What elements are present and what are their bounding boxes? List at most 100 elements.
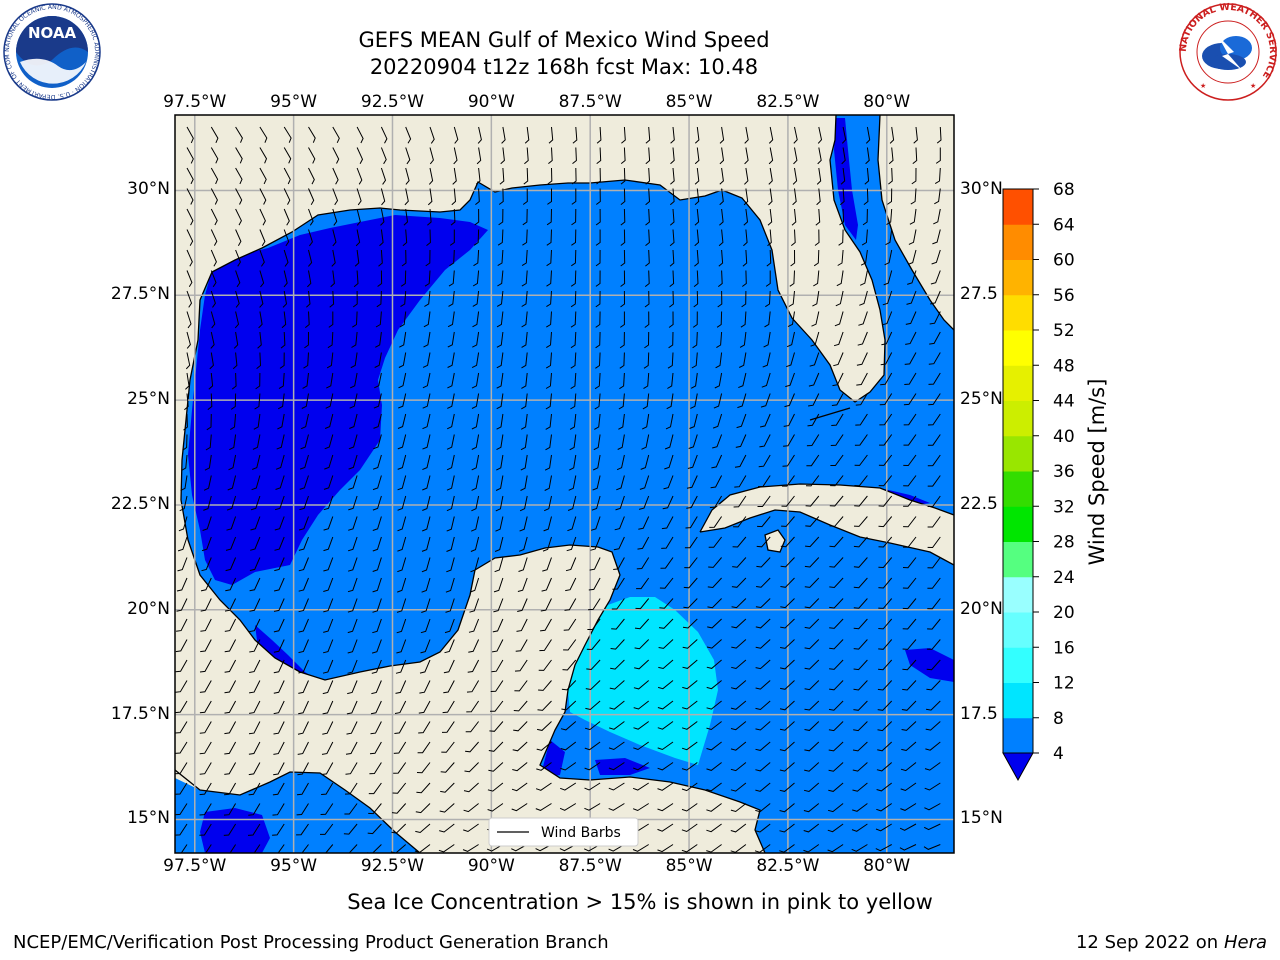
wind-barb: [804, 577, 820, 588]
wind-barb: [813, 270, 820, 287]
wind-barb: [537, 721, 552, 731]
wind-barb: [851, 844, 868, 852]
wind-barb: [332, 147, 340, 164]
wind-barb: [175, 639, 188, 653]
wind-barb: [755, 639, 771, 649]
lat-tick-label-right: 30°N: [960, 179, 1003, 200]
wind-barb: [660, 557, 674, 569]
colorbar-tick-label: 60: [1053, 251, 1075, 271]
wind-barb: [322, 659, 334, 674]
colorbar-tick-label: 36: [1053, 462, 1075, 482]
wind-barb: [547, 167, 553, 185]
wind-barb: [185, 372, 190, 390]
wind-barb: [888, 167, 893, 185]
wind-barb: [374, 372, 382, 389]
wind-barb: [175, 700, 188, 714]
wind-barb: [620, 249, 626, 267]
wind-barb: [545, 413, 552, 430]
wind-barb: [546, 229, 552, 246]
wind-barb: [563, 618, 577, 631]
wind-barb: [730, 823, 747, 833]
colorbar-box: [1003, 576, 1033, 613]
wind-barb: [709, 516, 723, 528]
wind-barb: [476, 147, 482, 165]
wind-barb: [755, 618, 771, 629]
wind-barb: [205, 434, 212, 451]
wind-barb: [923, 844, 941, 850]
wind-barb: [233, 331, 239, 349]
footer-date: 12 Sep 2022 on Hera: [1076, 932, 1267, 953]
wind-barb: [664, 454, 674, 470]
wind-barb: [791, 208, 797, 226]
wind-barb: [470, 557, 480, 573]
wind-barb: [520, 475, 528, 491]
wind-barb: [323, 577, 334, 592]
wind-barb: [928, 393, 941, 406]
wind-barb: [596, 147, 602, 164]
wind-barb: [325, 844, 334, 853]
noaa-logo: NATIONAL OCEANIC AND ATMOSPHERIC ADMINIS…: [2, 2, 101, 101]
wind-barb: [546, 331, 552, 349]
wind-barb: [836, 270, 844, 287]
wind-barb: [779, 823, 795, 833]
wind-barb: [234, 311, 240, 329]
wind-barb: [448, 270, 455, 287]
wind-barb: [249, 639, 261, 653]
wind-barb: [323, 495, 334, 511]
wind-barb: [296, 803, 309, 816]
svg-text:★: ★: [1250, 82, 1256, 90]
lat-tick-label: 15°N: [127, 808, 170, 829]
wind-barb: [875, 823, 892, 832]
wind-barb: [343, 823, 358, 835]
wind-barb: [707, 618, 722, 629]
wind-barb: [514, 659, 528, 672]
wind-barb: [929, 311, 941, 325]
wind-barb: [182, 434, 188, 451]
wind-barb: [402, 229, 408, 247]
wind-barb: [741, 290, 747, 308]
wind-barb: [905, 311, 917, 325]
wind-barb: [927, 598, 941, 610]
wind-barb: [517, 598, 528, 612]
wind-barb: [693, 290, 699, 308]
colorbar-tick-label: 20: [1053, 603, 1075, 623]
wind-barb: [878, 659, 893, 671]
wind-barb: [744, 126, 749, 144]
wind-barb: [927, 618, 941, 630]
wind-barb: [397, 454, 407, 470]
wind-barb: [467, 659, 480, 673]
wind-barb: [253, 844, 261, 853]
wind-barb: [882, 290, 893, 306]
wind-barb: [332, 126, 340, 144]
wind-barb: [611, 598, 625, 610]
wind-barb: [544, 475, 552, 491]
wind-barb: [323, 516, 334, 531]
wind-barb: [783, 413, 795, 427]
wind-barb: [779, 782, 795, 792]
wind-barb: [447, 372, 455, 389]
wind-barb: [854, 454, 868, 466]
wind-barb: [742, 249, 748, 267]
wind-barb: [274, 516, 285, 531]
wind-barb: [298, 577, 309, 592]
wind-barb: [471, 434, 480, 450]
lat-tick-label: 17.5°N: [110, 703, 170, 724]
wind-barb: [804, 721, 820, 731]
wind-barb: [401, 249, 407, 267]
wind-barb: [426, 229, 431, 246]
wind-barb: [199, 782, 212, 796]
wind-barb: [235, 229, 242, 246]
wind-barb: [757, 475, 771, 488]
wind-barb: [224, 762, 237, 775]
wind-barb: [176, 598, 188, 612]
wind-barb: [428, 167, 434, 185]
wind-barb: [830, 454, 844, 466]
wind-barb: [308, 249, 313, 267]
wind-barb: [829, 516, 844, 527]
wind-barb: [186, 249, 193, 267]
wind-barb: [546, 249, 552, 267]
wind-barb: [304, 331, 309, 349]
wind-barb: [856, 352, 868, 366]
wind-barb: [645, 229, 650, 246]
wind-barb: [570, 331, 577, 349]
